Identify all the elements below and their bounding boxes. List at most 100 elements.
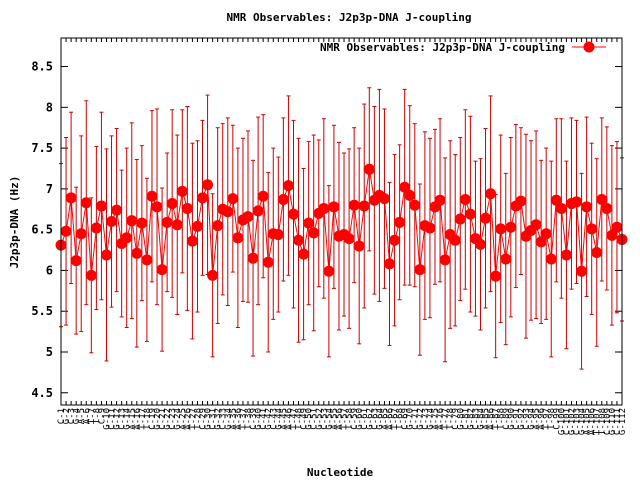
x-tick-label: G-22 bbox=[163, 408, 173, 430]
x-tick-label: G-4 bbox=[72, 408, 82, 424]
x-tick-label: G-44 bbox=[274, 408, 284, 430]
data-point bbox=[252, 205, 264, 217]
data-point bbox=[227, 193, 239, 205]
x-tick-label: T-47 bbox=[289, 408, 299, 430]
data-point bbox=[106, 216, 118, 227]
data-point bbox=[212, 220, 224, 232]
y-axis-label: J2p3p-DNA (Hz) bbox=[8, 176, 21, 269]
data-point bbox=[323, 265, 335, 277]
x-tick-label: C-59 bbox=[350, 408, 360, 430]
data-point bbox=[328, 201, 340, 213]
data-point bbox=[293, 234, 305, 246]
data-point bbox=[318, 202, 330, 214]
data-point bbox=[141, 254, 153, 266]
x-tick-label: A-56 bbox=[335, 408, 345, 430]
chart-title: NMR Observables: J2p3p-DNA J-coupling bbox=[226, 11, 471, 24]
y-tick-label: 6.5 bbox=[31, 223, 53, 237]
data-point bbox=[515, 195, 527, 207]
x-tick-label: A-45 bbox=[279, 408, 289, 430]
x-tick-label: T-87 bbox=[492, 408, 502, 430]
data-point bbox=[611, 221, 623, 233]
x-tick-label: A-66 bbox=[386, 408, 396, 430]
data-point bbox=[530, 219, 542, 231]
x-tick-label: G-30 bbox=[204, 408, 214, 430]
data-point bbox=[394, 216, 406, 228]
x-tick-label: T-28 bbox=[193, 408, 203, 430]
data-point bbox=[60, 225, 72, 237]
data-point bbox=[222, 206, 234, 218]
x-tick-label: T-107 bbox=[593, 408, 603, 435]
x-tick-label: C-91 bbox=[512, 408, 522, 430]
data-point bbox=[384, 258, 396, 270]
data-point bbox=[232, 232, 244, 244]
x-tick-label: G-92 bbox=[517, 408, 527, 430]
x-tick-label: G-34 bbox=[224, 408, 234, 430]
data-point bbox=[136, 217, 148, 229]
data-point bbox=[409, 199, 421, 211]
data-point bbox=[576, 265, 588, 277]
x-tick-label: G-2 bbox=[62, 408, 72, 424]
x-tick-label: A-16 bbox=[133, 408, 143, 430]
x-tick-label: A-76 bbox=[436, 408, 446, 430]
data-point bbox=[535, 236, 547, 248]
data-point bbox=[601, 202, 613, 214]
data-point bbox=[555, 202, 567, 214]
data-point bbox=[151, 201, 163, 213]
x-tick-label: A-5 bbox=[77, 408, 87, 424]
x-tick-label: C-23 bbox=[168, 408, 178, 430]
x-tick-label: C-11 bbox=[108, 408, 118, 430]
data-point bbox=[454, 213, 466, 225]
data-point bbox=[540, 228, 552, 240]
data-point bbox=[404, 189, 416, 201]
x-tick-label: C-19 bbox=[148, 408, 158, 430]
x-tick-label: A-36 bbox=[234, 408, 244, 430]
x-tick-label: G-94 bbox=[527, 408, 537, 430]
x-tick-label: T-58 bbox=[345, 408, 355, 430]
x-tick-label: T-27 bbox=[188, 408, 198, 430]
x-tick-label: C-53 bbox=[320, 408, 330, 430]
data-point bbox=[560, 249, 572, 261]
data-point bbox=[207, 269, 219, 281]
x-tick-label: C-39 bbox=[249, 408, 259, 430]
x-tick-label: A-25 bbox=[178, 408, 188, 430]
x-tick-label: C-111 bbox=[613, 408, 623, 435]
x-tick-label: C-81 bbox=[461, 408, 471, 430]
x-tick-label: A-75 bbox=[431, 408, 441, 430]
x-tick-label: A-26 bbox=[183, 408, 193, 430]
x-tick-label: T-37 bbox=[239, 408, 249, 430]
data-point bbox=[70, 255, 82, 267]
data-point bbox=[348, 199, 360, 211]
data-point bbox=[146, 190, 158, 202]
plot-area: 4.555.566.577.588.5C-1G-2C-3G-4A-5A-6T-7… bbox=[31, 38, 628, 435]
data-point bbox=[571, 196, 583, 208]
x-tick-label: A-15 bbox=[128, 408, 138, 430]
x-tick-label: T-77 bbox=[441, 408, 451, 430]
x-tick-label: C-49 bbox=[300, 408, 310, 430]
data-point bbox=[399, 181, 411, 193]
x-tick-label: G-12 bbox=[113, 408, 123, 430]
y-tick-label: 5.5 bbox=[31, 304, 53, 318]
data-point bbox=[100, 249, 112, 261]
data-point bbox=[606, 229, 618, 241]
data-point bbox=[495, 223, 507, 235]
data-point bbox=[414, 264, 426, 276]
x-tick-label: G-70 bbox=[406, 408, 416, 430]
x-tick-label: C-103 bbox=[573, 408, 583, 435]
data-point bbox=[363, 163, 375, 175]
x-tick-label: A-85 bbox=[482, 408, 492, 430]
data-point bbox=[434, 194, 446, 206]
x-tick-label: C-1 bbox=[57, 408, 67, 424]
y-tick-label: 5 bbox=[46, 345, 53, 359]
x-tick-label: T-98 bbox=[547, 408, 557, 430]
x-tick-label: G-62 bbox=[365, 408, 375, 430]
data-point bbox=[156, 264, 168, 276]
data-point bbox=[247, 252, 259, 264]
data-point bbox=[459, 193, 471, 205]
x-tick-label: G-64 bbox=[375, 408, 385, 430]
data-point bbox=[308, 227, 320, 239]
data-point bbox=[591, 246, 603, 258]
x-tick-label: T-68 bbox=[396, 408, 406, 430]
x-tick-label: C-13 bbox=[118, 408, 128, 430]
x-tick-label: C-29 bbox=[199, 408, 209, 430]
x-tick-label: C-61 bbox=[360, 408, 370, 430]
